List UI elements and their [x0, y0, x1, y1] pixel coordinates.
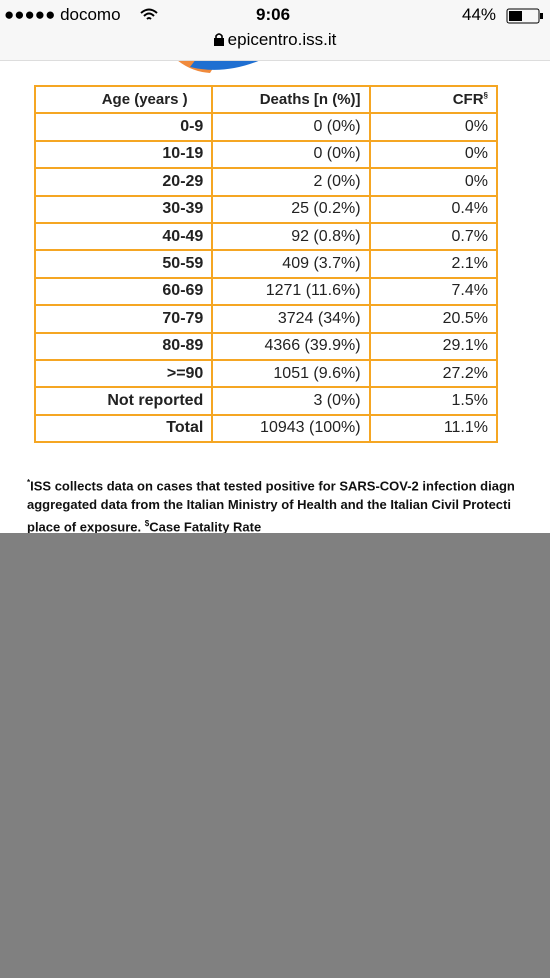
table-row: 0-9 0 (0%) 0%: [33, 112, 499, 142]
url: epicentro.iss.it: [227, 30, 337, 49]
data-table: Age (years ) Deaths [n (%)] CFR§ 0-9 0 (0…: [33, 84, 499, 444]
table-cell: 29.1%: [368, 331, 499, 361]
table-cell: 0.7%: [368, 221, 499, 252]
table-cell: >=90: [33, 358, 214, 389]
table-cell: 60-69: [33, 276, 214, 307]
battery-level: 44%: [462, 5, 497, 24]
table-cell: 10943 (100%): [211, 413, 371, 444]
table-row: Not reported 3 (0%) 1.5%: [33, 386, 499, 416]
footnote-text: ISS collects data on cases that tested p…: [30, 478, 515, 494]
table-cell: 0%: [368, 167, 499, 197]
table-cell: 92 (0.8%): [211, 221, 371, 252]
header-cell: Age (years ): [33, 84, 214, 115]
table-row: Total 10943 (100%) 11.1%: [33, 413, 499, 444]
footnote: *ISS collects data on cases that tested …: [27, 473, 550, 533]
table-cell: 2.1%: [368, 249, 499, 279]
header-cell: Deaths [n (%)]: [211, 84, 371, 115]
table-row: 10-19 0 (0%) 0%: [33, 139, 499, 170]
table-cell: 20.5%: [368, 304, 499, 334]
table-cell: 0 (0%): [211, 112, 371, 142]
table-cell: 25 (0.2%): [211, 194, 371, 224]
superscript: *: [27, 478, 31, 487]
table-cell: 0 (0%): [211, 139, 371, 170]
table-cell: 1271 (11.6%): [211, 276, 371, 307]
table-cell: 1051 (9.6%): [211, 358, 371, 389]
table-cell: 7.4%: [368, 276, 499, 307]
table-cell: 50-59: [33, 249, 214, 279]
header-text: CFR: [452, 91, 484, 109]
superscript: §: [483, 91, 488, 101]
table-cell: 27.2%: [368, 358, 499, 389]
table-cell: 0%: [368, 139, 499, 170]
table-cell: 2 (0%): [211, 167, 371, 197]
page-content: Age (years ) Deaths [n (%)] CFR§ 0-9 0 (0…: [0, 61, 550, 533]
table-cell: 0-9: [33, 112, 214, 142]
table-cell: Total: [33, 413, 214, 444]
table-row: 70-79 3724 (34%) 20.5%: [33, 304, 499, 334]
table-row: 40-49 92 (0.8%) 0.7%: [33, 221, 499, 252]
table-row: 60-69 1271 (11.6%) 7.4%: [33, 276, 499, 307]
table-cell: 70-79: [33, 304, 214, 334]
footnote-text: Case Fatality Rate: [149, 519, 262, 533]
table-cell: 3 (0%): [211, 386, 371, 416]
table-cell: 4366 (39.9%): [211, 331, 371, 361]
table-row: >=90 1051 (9.6%) 27.2%: [33, 358, 499, 389]
footnote-text: place of exposure.: [27, 519, 145, 533]
table-cell: 0.4%: [368, 194, 499, 224]
table-cell: 409 (3.7%): [211, 249, 371, 279]
table-cell: 30-39: [33, 194, 214, 224]
wifi-icon: [140, 8, 158, 20]
address-bar[interactable]: epicentro.iss.it: [0, 30, 550, 50]
header-cell: CFR§: [368, 84, 499, 115]
browser-chrome: ●●●●● docomo 9:06 44% epicentro.iss.it: [0, 0, 550, 61]
lock-icon: [213, 33, 224, 46]
table-cell: 10-19: [33, 139, 214, 170]
table-cell: 80-89: [33, 331, 214, 361]
table-row: 50-59 409 (3.7%) 2.1%: [33, 249, 499, 279]
table-row: 80-89 4366 (39.9%) 29.1%: [33, 331, 499, 361]
pie-fragment: [178, 61, 259, 73]
table-row: 20-29 2 (0%) 0%: [33, 167, 499, 197]
table-cell: 1.5%: [368, 386, 499, 416]
superscript: $: [144, 519, 150, 529]
table-cell: 3724 (34%): [211, 304, 371, 334]
table-cell: 40-49: [33, 221, 214, 252]
table-cell: 0%: [368, 112, 499, 142]
table-cell: 20-29: [33, 167, 214, 197]
carrier: ●●●●● docomo: [4, 5, 121, 24]
clock: 9:06: [256, 5, 291, 24]
table-cell: Not reported: [33, 386, 214, 416]
table-cell: 11.1%: [368, 413, 499, 444]
battery-icon: [506, 8, 543, 24]
footnote-text: aggregated data from the Italian Ministr…: [27, 497, 511, 513]
table-row: 30-39 25 (0.2%) 0.4%: [33, 194, 499, 224]
